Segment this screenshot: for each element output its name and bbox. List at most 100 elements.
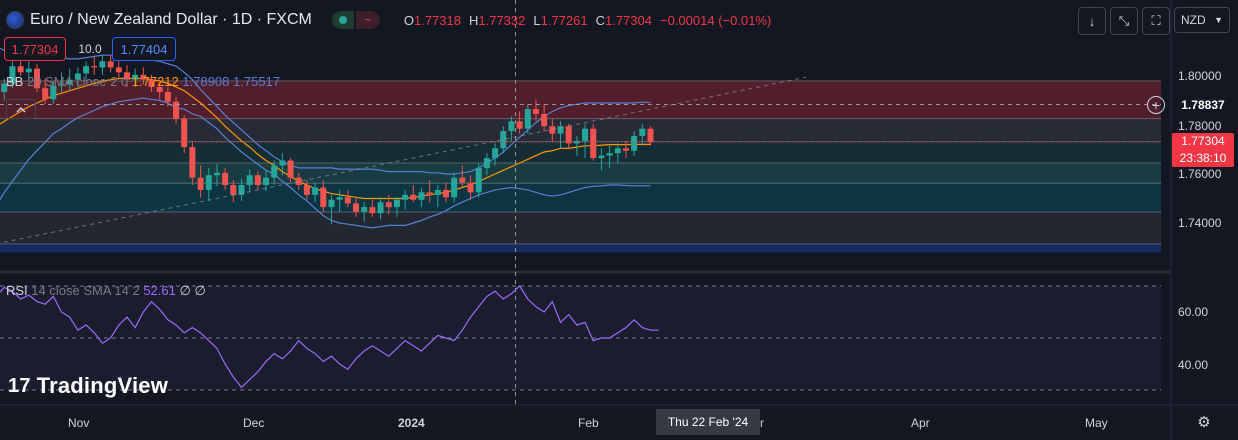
candle-body (156, 87, 163, 92)
settings-gear-icon[interactable]: ⚙ (1197, 414, 1211, 431)
candle-body (353, 203, 360, 212)
candle-body (631, 136, 638, 151)
candle-body (238, 185, 245, 195)
bar-countdown: 23:38:10 (1179, 151, 1227, 165)
candle-body (524, 109, 531, 129)
rsi-name: RSI (6, 283, 28, 298)
candle-body (99, 61, 106, 68)
candle-body (410, 194, 417, 200)
sell-button[interactable]: 1.77304 (4, 37, 66, 61)
candle-body (83, 66, 90, 74)
maximize-button[interactable]: ⛶ (1142, 7, 1170, 35)
candle-body (9, 66, 16, 84)
rsi-na-value: ∅ (179, 283, 191, 298)
candle-body (328, 199, 335, 208)
symbol-title[interactable]: Euro / New Zealand Dollar · 1D · FXCM (30, 11, 312, 28)
spread-value: 10.0 (78, 42, 102, 56)
candle-body (614, 148, 621, 154)
tradingview-logo[interactable]: 17 TradingView (8, 373, 168, 399)
rsi-legend[interactable]: RSI 14 close SMA 14 2 52.61 ∅ ∅ (6, 283, 206, 299)
price-tick: 1.78000 (1178, 119, 1222, 133)
ohlc-open: O1.77318 (403, 12, 461, 28)
rsi-tick: 40.00 (1178, 358, 1209, 372)
candle-body (205, 175, 212, 190)
fib-zone (0, 183, 1161, 212)
candle-body (107, 61, 114, 68)
crosshair-price-label: 1.78837 (1172, 96, 1234, 114)
currency-label: NZD (1181, 13, 1206, 27)
candle-body (312, 187, 319, 195)
candle-body (148, 79, 155, 88)
currency-flag-icon (6, 11, 24, 29)
candle-body (140, 74, 147, 80)
rsi-tick: 60.00 (1178, 305, 1209, 319)
top-right-tools: ↓ ⤡ ⛶ (1078, 7, 1170, 35)
candle-body (565, 126, 572, 144)
candle-body (402, 194, 409, 200)
candle-body (287, 160, 294, 178)
candle-body (42, 88, 49, 100)
candles (1, 55, 654, 225)
bb-basis-value: 1.77212 (131, 74, 179, 89)
candle-body (213, 172, 220, 176)
candle-body (271, 165, 278, 178)
candle-body (434, 189, 441, 195)
candle-body (532, 109, 539, 114)
candle-body (377, 202, 384, 214)
candle-body (385, 202, 392, 208)
candle-body (516, 121, 523, 129)
bb-params: 20 SMA close 2 0 (26, 74, 129, 89)
trendline (0, 76, 807, 244)
candle-body (58, 84, 65, 86)
candle-body (66, 79, 73, 85)
last-price-value: 1.77304 (1181, 134, 1225, 148)
collapse-legend-button[interactable] (6, 99, 36, 119)
candle-body (344, 197, 351, 204)
candle-body (500, 131, 507, 149)
ohlc-values: O1.77318 H1.77332 L1.77261 C1.77304 −0.0… (404, 13, 771, 28)
candle-body (459, 177, 466, 183)
ohlc-high: H1.77332 (468, 12, 526, 28)
candle-body (279, 160, 286, 166)
candle-body (115, 67, 122, 73)
candle-body (475, 167, 482, 193)
candle-body (606, 153, 613, 156)
buy-button[interactable]: 1.77404 (112, 37, 176, 61)
candle-body (369, 207, 376, 214)
status-wave-icon: ~ (355, 11, 380, 29)
fib-zone (0, 80, 1161, 119)
candle-body (451, 177, 458, 198)
candle-body (467, 182, 474, 193)
rsi-pane (0, 285, 1161, 391)
ohlc-close: C1.77304 (595, 12, 652, 28)
candle-body (492, 148, 499, 159)
candle-body (263, 177, 270, 186)
chevron-down-icon: ▼ (1214, 15, 1223, 25)
candle-body (173, 101, 180, 119)
bb-legend[interactable]: BB 20 SMA close 2 0 1.77212 1.78908 1.75… (6, 74, 280, 89)
scroll-down-button[interactable]: ↓ (1078, 7, 1106, 35)
bb-lower-value: 1.75517 (233, 74, 281, 89)
market-status[interactable]: ~ (331, 11, 380, 29)
candle-body (361, 207, 368, 212)
bb-lower-line (0, 97, 651, 229)
price-tick: 1.76000 (1178, 167, 1222, 181)
collapse-button[interactable]: ⤡ (1110, 7, 1138, 35)
add-alert-plus-icon[interactable]: + (1147, 96, 1165, 114)
candle-body (246, 175, 253, 186)
candle-body (483, 158, 490, 168)
candle-body (17, 66, 24, 73)
crosshair-date-label: Thu 22 Feb '24 (656, 409, 760, 435)
rsi-params: 14 close SMA 14 2 (31, 283, 140, 298)
rsi-value: 52.61 (143, 283, 176, 298)
time-tick: Nov (68, 416, 90, 430)
candle-body (295, 177, 302, 186)
currency-select[interactable]: NZD ▼ (1174, 7, 1230, 33)
fib-zone (0, 118, 1161, 142)
tradingview-mark-icon: 17 (8, 374, 31, 397)
time-tick: Apr (911, 416, 930, 430)
candle-body (25, 68, 32, 73)
fib-zone (0, 162, 1161, 184)
candle-body (303, 185, 310, 195)
